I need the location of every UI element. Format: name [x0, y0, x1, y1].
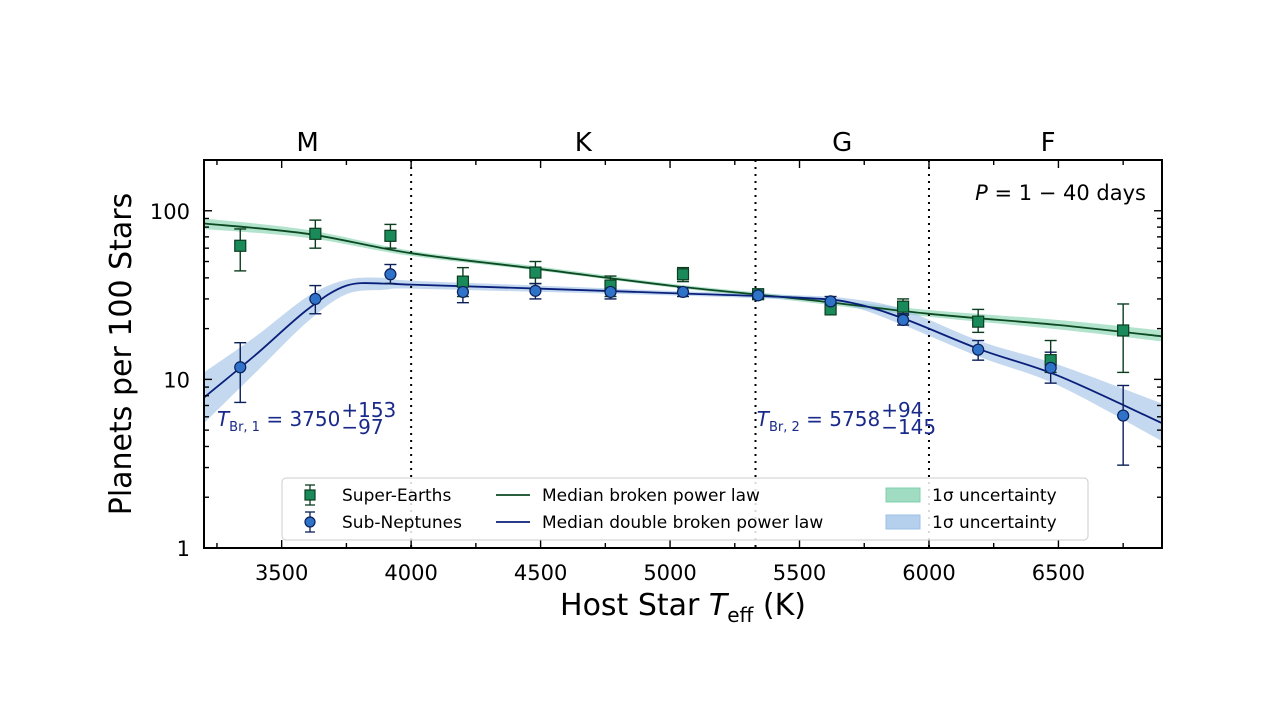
break-temperature-label-1: TBr, 1 = 3750 — [217, 407, 340, 435]
x-axis-title-subscript: eff — [727, 603, 754, 627]
sub-neptune-point — [529, 284, 542, 297]
x-axis-title-symbol: T — [709, 588, 730, 623]
sub-neptune-point — [234, 361, 247, 374]
y-tick-label: 100 — [150, 200, 190, 224]
x-tick-label: 3500 — [255, 561, 308, 585]
super-earth-point — [234, 239, 247, 252]
spectral-class-label: F — [1041, 128, 1056, 158]
uncertainty-band-2 — [204, 277, 1162, 442]
break-temperature-value: = 5758 — [800, 407, 880, 431]
x-tick-label: 6500 — [1032, 561, 1085, 585]
uncertainty-band-1 — [204, 218, 1162, 342]
break-temperature-symbol: T — [757, 407, 771, 431]
plot-frame — [203, 159, 1163, 549]
sub-neptune-point — [1044, 361, 1057, 374]
super-earth-point — [456, 275, 470, 288]
break-temperature-label-2: TBr, 2 = 5758 — [757, 407, 880, 435]
sub-neptune-point — [309, 292, 322, 306]
spectral-class-label: M — [296, 128, 318, 158]
y-tick-label: 10 — [163, 368, 190, 392]
chart-text: Host Star Teff (K) Planets per 100 Stars M… — [104, 128, 1146, 627]
super-earth-point — [309, 227, 322, 240]
legend-band-swatch — [885, 487, 921, 503]
x-axis-title: Host Star Teff (K) — [560, 588, 806, 627]
y-tick-label: 1 — [177, 537, 190, 561]
legend-square-marker — [304, 489, 316, 501]
legend-label: Super-Earths — [342, 486, 451, 506]
legend-band-swatch — [885, 514, 921, 530]
spectral-class-label: K — [575, 128, 593, 158]
break-temperature-subscript: Br, 1 — [229, 420, 260, 435]
break-temperature-minus: −145 — [881, 415, 936, 439]
x-tick-label: 6000 — [902, 561, 955, 585]
sub-neptune-point — [751, 289, 765, 302]
uncertainty-bands — [204, 218, 1162, 442]
legend: Super-Earths Sub-Neptunes Median broken po… — [281, 477, 1089, 541]
super-earth-point — [896, 300, 910, 313]
break-temperature-plus: +94 — [881, 398, 923, 422]
super-earth-point — [1117, 324, 1130, 337]
sub-neptune-point — [676, 285, 690, 299]
break-temperature-value: = 3750 — [260, 407, 340, 431]
x-tick-label: 4000 — [384, 561, 437, 585]
period-range-text: = 1 − 40 days — [988, 181, 1146, 205]
legend-label: Median broken power law — [542, 486, 760, 506]
super-earth-point — [676, 268, 690, 281]
axes: 3500 4000 4500 5000 5500 6000 6500 1 10 100 — [150, 159, 1163, 585]
period-range-label: P = 1 − 40 days — [975, 181, 1146, 205]
legend-label: Sub-Neptunes — [342, 513, 462, 533]
legend-label: 1σ uncertainty — [932, 513, 1057, 533]
break-temperature-subscript: Br, 2 — [769, 420, 800, 435]
break-temperature-symbol: T — [217, 407, 231, 431]
legend-label: Median double broken power law — [542, 513, 823, 533]
x-tick-label: 5500 — [773, 561, 826, 585]
sub-neptune-point — [972, 343, 985, 356]
super-earth-point — [384, 229, 397, 242]
break-temperature-plus: +153 — [341, 398, 396, 422]
super-earth-point — [529, 266, 542, 279]
legend-circle-marker — [304, 516, 316, 528]
x-axis-title-unit: (K) — [753, 588, 806, 623]
x-tick-label: 5000 — [643, 561, 696, 585]
x-axis-title-main: Host Star — [560, 588, 709, 623]
data-points — [234, 227, 1130, 422]
super-earth-point — [972, 315, 985, 328]
sub-neptune-point — [384, 268, 397, 281]
sub-neptune-point — [456, 285, 470, 299]
sub-neptune-point — [604, 285, 617, 299]
x-tick-label: 4500 — [514, 561, 567, 585]
spectral-class-label: G — [832, 128, 852, 158]
fit-line-1 — [204, 222, 1162, 338]
sub-neptune-point — [1117, 409, 1130, 422]
y-axis-title: Planets per 100 Stars — [104, 193, 139, 516]
legend-label: 1σ uncertainty — [932, 486, 1057, 506]
sub-neptune-point — [824, 295, 837, 308]
break-temperature-minus: −97 — [341, 415, 383, 439]
sub-neptune-point — [896, 313, 910, 327]
period-symbol: P — [975, 181, 988, 205]
